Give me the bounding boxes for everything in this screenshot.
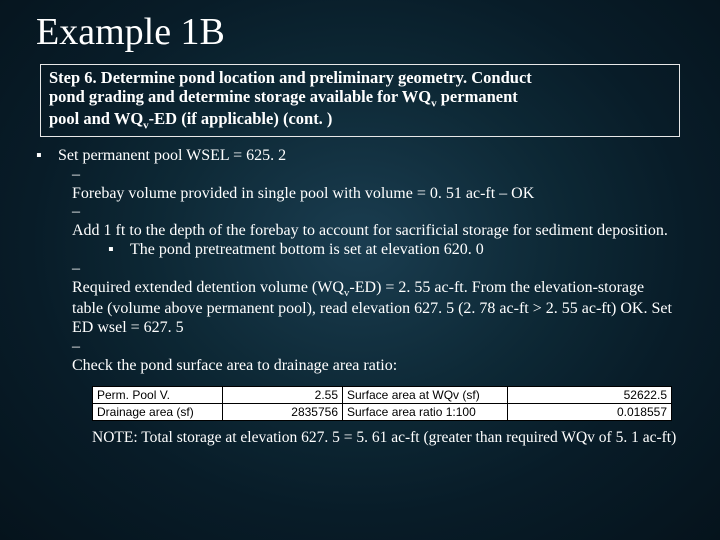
content: ▪ Set permanent pool WSEL = 625. 2 – For… [36, 147, 692, 448]
square-bullet-icon: ▪ [36, 147, 54, 166]
cell-drainage-label: Drainage area (sf) [93, 403, 223, 420]
step-line3-post: -ED (if applicable) (cont. ) [149, 109, 333, 128]
bullet-1b1-text: The pond pretreatment bottom is set at e… [130, 241, 690, 260]
dash-bullet-icon: – [72, 338, 90, 357]
bullet-1d: – Check the pond surface area to drainag… [72, 338, 692, 376]
square-bullet-icon: ▪ [108, 241, 126, 260]
dash-bullet-icon: – [72, 166, 90, 185]
cell-surface-area-label: Surface area at WQv (sf) [343, 386, 508, 403]
slide-title: Example 1B [36, 10, 692, 54]
dash-bullet-icon: – [72, 260, 90, 279]
bullet-1c-text: Required extended detention volume (WQv-… [72, 279, 672, 338]
bullet-1b1: ▪ The pond pretreatment bottom is set at… [108, 241, 692, 260]
bullet-1a: – Forebay volume provided in single pool… [72, 166, 692, 204]
bullet-1b: – Add 1 ft to the depth of the forebay t… [72, 203, 692, 241]
bullet-1: ▪ Set permanent pool WSEL = 625. 2 [36, 147, 692, 166]
step-line1: Step 6. Determine pond location and prel… [49, 68, 532, 87]
table-row: Drainage area (sf) 2835756 Surface area … [93, 403, 672, 420]
cell-perm-pool-val: 2.55 [223, 386, 343, 403]
cell-ratio-label: Surface area ratio 1:100 [343, 403, 508, 420]
b1c-pre: Required extended detention volume (WQ [72, 279, 344, 296]
step-line2-pre: pond grading and determine storage avail… [49, 87, 431, 106]
cell-perm-pool-label: Perm. Pool V. [93, 386, 223, 403]
cell-ratio-val: 0.018557 [508, 403, 672, 420]
bullet-1d-text: Check the pond surface area to drainage … [72, 357, 672, 376]
bullet-1b-text: Add 1 ft to the depth of the forebay to … [72, 222, 672, 241]
bullet-1c: – Required extended detention volume (WQ… [72, 260, 692, 338]
step-line2-post: permanent [437, 87, 518, 106]
step-box: Step 6. Determine pond location and prel… [40, 64, 680, 137]
slide: Example 1B Step 6. Determine pond locati… [0, 0, 720, 448]
cell-drainage-val: 2835756 [223, 403, 343, 420]
note-text: NOTE: Total storage at elevation 627. 5 … [92, 429, 692, 448]
step-line3-pre: pool and WQ [49, 109, 143, 128]
bullet-1a-text: Forebay volume provided in single pool w… [72, 185, 672, 204]
bullet-1-text: Set permanent pool WSEL = 625. 2 [58, 147, 688, 166]
ratio-table: Perm. Pool V. 2.55 Surface area at WQv (… [92, 386, 672, 421]
cell-surface-area-val: 52622.5 [508, 386, 672, 403]
table-row: Perm. Pool V. 2.55 Surface area at WQv (… [93, 386, 672, 403]
ratio-table-wrap: Perm. Pool V. 2.55 Surface area at WQv (… [92, 386, 672, 421]
dash-bullet-icon: – [72, 203, 90, 222]
